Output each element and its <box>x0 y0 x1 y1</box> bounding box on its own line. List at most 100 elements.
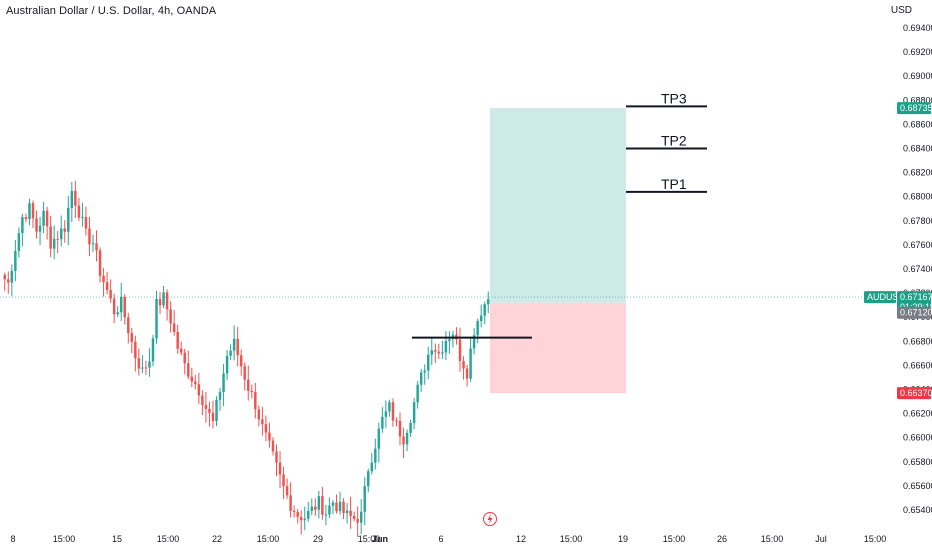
candle-body <box>95 243 98 251</box>
candle-body <box>84 216 88 229</box>
time-tick-label: 15:00 <box>864 534 887 544</box>
candle-body <box>31 203 35 219</box>
candle-body <box>247 379 250 391</box>
candle-body <box>384 411 388 417</box>
candle-body <box>352 515 356 519</box>
candle-body <box>14 251 17 271</box>
candle-body <box>303 518 306 521</box>
candle-body <box>359 511 363 523</box>
candle-body <box>137 358 141 369</box>
time-tick-label: 8 <box>10 534 15 544</box>
candle-body <box>402 436 405 445</box>
candle-body <box>441 352 444 354</box>
candle-body <box>370 462 374 472</box>
candle-body <box>239 355 243 367</box>
time-tick-label: 6 <box>438 534 443 544</box>
symbol-badge <box>864 291 896 304</box>
candle-body <box>49 226 52 249</box>
drawn-levels: TP3 TP2 TP1 <box>412 90 707 339</box>
candle-body <box>134 341 137 359</box>
candle-body <box>299 516 303 521</box>
candle-body <box>56 238 59 240</box>
candle-body <box>28 203 31 220</box>
candle-body <box>395 420 398 422</box>
candle-body <box>116 312 119 315</box>
candle-body <box>194 381 197 385</box>
chart-title: Australian Dollar / U.S. Dollar, 4h, OAN… <box>6 5 217 17</box>
candle-body <box>285 486 289 496</box>
current-price-text: 0.67167 <box>900 292 932 302</box>
time-axis: 8 15:00 15 15:00 22 15:00 29 15:00 6 12 15:00 19 15:… <box>10 534 886 544</box>
candle-body <box>52 238 56 249</box>
candle-body <box>381 416 384 429</box>
candle-body <box>423 370 426 373</box>
candle-body <box>229 350 232 356</box>
time-tick-label: Jun <box>372 534 388 544</box>
candle-body <box>172 323 176 332</box>
candle-body <box>487 299 490 305</box>
candle-body <box>275 451 278 463</box>
candle-body <box>405 432 409 445</box>
candle-body <box>437 351 441 354</box>
candle-body <box>190 376 194 382</box>
candle-body <box>35 218 38 232</box>
candle-body <box>465 368 469 379</box>
time-tick-label: 29 <box>313 534 323 544</box>
candle-body <box>391 402 395 421</box>
symbol-badge-text: AUDUSD <box>867 292 906 302</box>
candle-body <box>321 496 324 515</box>
lightning-icon-ring <box>483 512 497 526</box>
candle-body <box>165 292 169 310</box>
time-tick-label: 15:00 <box>157 534 180 544</box>
candle-body <box>250 390 254 393</box>
candle-body <box>91 243 95 245</box>
candle-body <box>148 361 151 368</box>
candle-body <box>243 366 246 380</box>
candle-body <box>292 510 296 512</box>
candle-body <box>310 506 314 511</box>
candle-body <box>444 340 448 353</box>
candle-body <box>314 506 317 510</box>
stop-price-badge-text: 0.66370 <box>900 388 932 398</box>
time-tick-label: 15:00 <box>358 534 381 544</box>
candle-body <box>476 321 479 336</box>
candle-body <box>144 367 148 369</box>
candles <box>3 180 490 538</box>
tp2-label: TP2 <box>661 133 687 149</box>
candle-body <box>141 367 144 369</box>
candle-body <box>483 304 486 316</box>
candle-body <box>215 399 218 422</box>
candle-body <box>261 419 264 425</box>
entry-price-badge <box>897 306 931 319</box>
candle-body <box>119 296 123 313</box>
entry-price-badge-text: 0.67120 <box>900 308 932 318</box>
candle-body <box>377 428 381 449</box>
candle-body <box>434 350 437 352</box>
candle-body <box>367 471 370 487</box>
candle-body <box>374 448 377 463</box>
tp3-label: TP3 <box>661 90 687 106</box>
time-tick-label: 15:00 <box>761 534 784 544</box>
candle-body <box>356 518 359 523</box>
candle-body <box>472 335 476 349</box>
candle-body <box>127 317 130 334</box>
stop-price-badge <box>897 387 931 400</box>
candle-body <box>271 440 275 452</box>
candle-body <box>197 384 201 396</box>
candle-body <box>204 405 208 409</box>
candle-body <box>45 210 49 227</box>
candle-body <box>162 292 165 306</box>
target-zone <box>490 108 626 303</box>
candle-body <box>427 354 430 371</box>
candle-body <box>201 395 204 406</box>
time-tick-label: 15 <box>112 534 122 544</box>
time-tick-label: 15:00 <box>663 534 686 544</box>
